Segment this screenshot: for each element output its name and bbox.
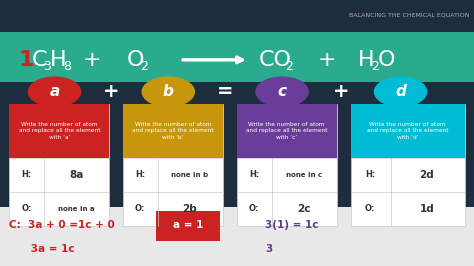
Text: H:: H: — [135, 170, 146, 179]
Text: a: a — [49, 84, 60, 99]
Circle shape — [142, 77, 194, 106]
FancyBboxPatch shape — [9, 104, 109, 157]
FancyBboxPatch shape — [237, 104, 337, 226]
Text: 2d: 2d — [419, 170, 434, 180]
FancyBboxPatch shape — [0, 32, 474, 85]
FancyBboxPatch shape — [0, 207, 474, 266]
Circle shape — [256, 77, 308, 106]
Text: H:: H: — [249, 170, 259, 179]
Text: O:: O: — [135, 205, 146, 214]
Text: BALANCING THE CHEMICAL EQUATION: BALANCING THE CHEMICAL EQUATION — [349, 12, 469, 17]
Text: O:: O: — [249, 205, 259, 214]
Text: O: O — [378, 50, 395, 70]
Text: +: + — [103, 82, 119, 101]
Text: Write the number of atom
and replace all the element
with ‘c’: Write the number of atom and replace all… — [246, 122, 328, 140]
Text: 2: 2 — [140, 60, 148, 73]
Text: d: d — [395, 84, 406, 99]
Text: 2: 2 — [285, 60, 293, 73]
Text: +: + — [318, 50, 337, 70]
Text: H: H — [358, 50, 374, 70]
FancyBboxPatch shape — [237, 104, 337, 157]
Text: +: + — [83, 50, 102, 70]
FancyBboxPatch shape — [0, 0, 474, 32]
Text: 8a: 8a — [69, 170, 83, 180]
FancyBboxPatch shape — [351, 104, 465, 157]
FancyBboxPatch shape — [123, 104, 223, 226]
Text: H:: H: — [21, 170, 32, 179]
FancyBboxPatch shape — [156, 211, 220, 241]
Text: none in b: none in b — [172, 172, 209, 178]
Text: O: O — [127, 50, 145, 70]
Text: 3a = 1c: 3a = 1c — [9, 244, 75, 254]
Text: Write the number of atom
and replace all the element
with ‘a’: Write the number of atom and replace all… — [18, 122, 100, 140]
Circle shape — [28, 77, 81, 106]
Text: =: = — [217, 82, 233, 101]
Text: C:  3a + 0 =1c + 0: C: 3a + 0 =1c + 0 — [9, 220, 115, 230]
Text: Write the number of atom
and replace all the element
with ‘d’: Write the number of atom and replace all… — [367, 122, 448, 140]
Text: +: + — [333, 82, 349, 101]
Text: 1d: 1d — [419, 204, 434, 214]
Text: 1: 1 — [19, 50, 35, 70]
Circle shape — [374, 77, 427, 106]
FancyBboxPatch shape — [0, 82, 474, 207]
Text: H: H — [50, 50, 67, 70]
Text: 3: 3 — [265, 244, 273, 254]
FancyBboxPatch shape — [351, 104, 465, 226]
FancyBboxPatch shape — [123, 104, 223, 157]
Text: O:: O: — [365, 205, 375, 214]
Text: b: b — [163, 84, 173, 99]
Text: none in a: none in a — [58, 206, 94, 212]
Text: H:: H: — [365, 170, 375, 179]
Text: 2b: 2b — [182, 204, 197, 214]
Text: c: c — [278, 84, 286, 99]
FancyBboxPatch shape — [9, 104, 109, 226]
Text: CO: CO — [258, 50, 292, 70]
Text: 8: 8 — [64, 60, 72, 73]
Text: 2: 2 — [371, 60, 379, 73]
Text: 3: 3 — [43, 60, 51, 73]
Text: a = 1: a = 1 — [173, 220, 204, 230]
Text: O:: O: — [21, 205, 32, 214]
Text: 3(1) = 1c: 3(1) = 1c — [265, 220, 319, 230]
Text: 2c: 2c — [297, 204, 310, 214]
Text: none in c: none in c — [286, 172, 322, 178]
Text: C: C — [31, 50, 47, 70]
Text: Write the number of atom
and replace all the element
with ‘b’: Write the number of atom and replace all… — [132, 122, 214, 140]
